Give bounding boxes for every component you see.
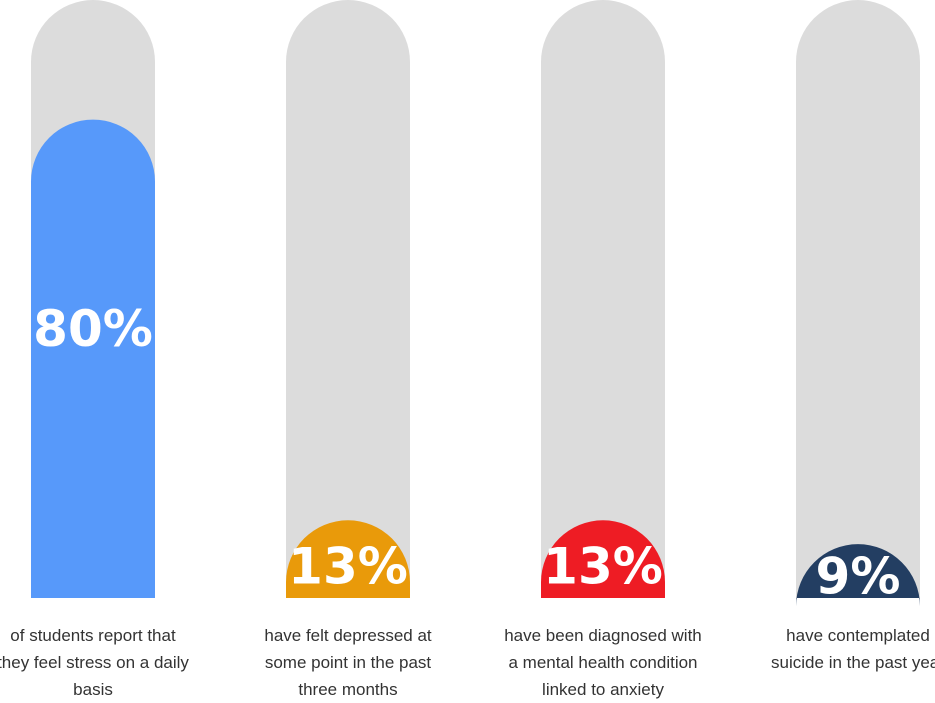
bar-fill-stress: [31, 119, 155, 598]
value-label-stress: 80%: [33, 300, 153, 358]
caption-depressed: have felt depressed at some point in the…: [264, 626, 432, 699]
bar-fill-anxiety: [541, 520, 665, 598]
value-label-suicide: 9%: [816, 547, 901, 605]
value-label-depressed: 13%: [288, 537, 408, 595]
bar-track-suicide: [796, 0, 920, 598]
bar-track-anxiety: [541, 0, 665, 598]
bar-track-depressed: [286, 0, 410, 598]
caption-anxiety: have been diagnosed with a mental health…: [504, 626, 702, 699]
bar-fill-suicide: [796, 544, 920, 607]
value-label-anxiety: 13%: [543, 537, 663, 595]
bar-fill-depressed: [286, 520, 410, 598]
caption-stress: of students report that they feel stress…: [0, 626, 189, 699]
caption-suicide: have contemplated suicide in the past ye…: [771, 626, 935, 672]
